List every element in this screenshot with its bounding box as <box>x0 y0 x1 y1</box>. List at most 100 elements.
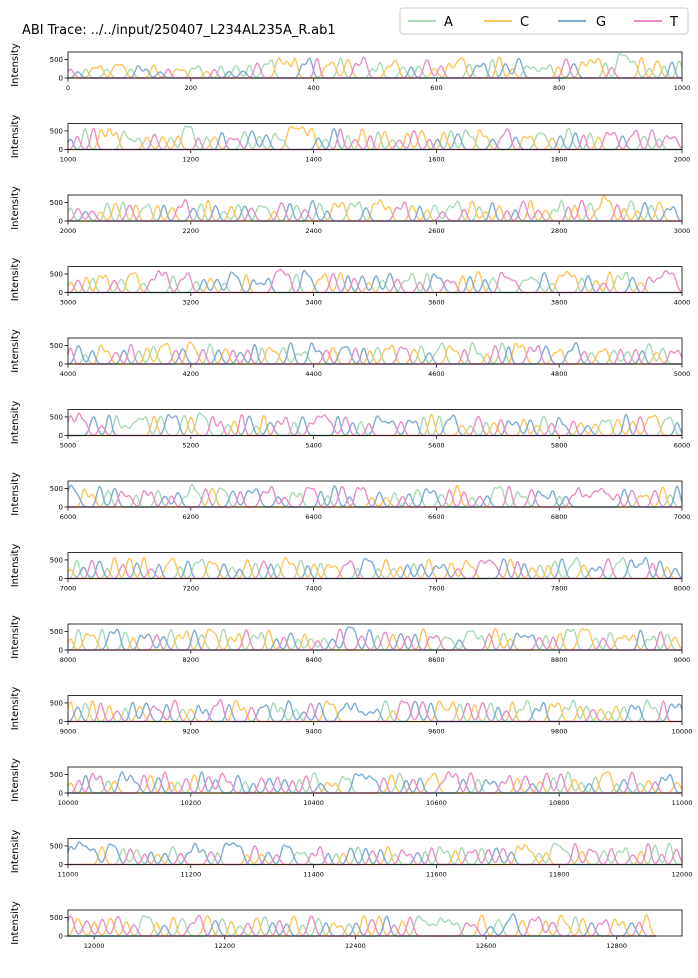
x-tick-label: 11800 <box>549 871 570 879</box>
y-tick-label: 500 <box>50 342 63 350</box>
x-tick-label: 3800 <box>551 299 568 307</box>
x-tick-label: 4400 <box>305 370 322 378</box>
legend-entry-t: T <box>634 15 678 30</box>
figure-title: ABI Trace: ../../input/250407_L234AL235A… <box>22 23 336 38</box>
y-tick-label: 0 <box>59 718 63 726</box>
x-tick-label: 1000 <box>60 156 77 164</box>
trace-panel: Intensity 0 500 2000 2200 2400 2600 2800 3000 <box>10 186 690 235</box>
x-tick-label: 0 <box>66 84 70 92</box>
x-tick-label: 600 <box>430 84 442 92</box>
legend-entry-g: G <box>558 15 606 30</box>
y-tick-label: 0 <box>59 218 63 226</box>
trace-panel: Intensity 0 500 9000 9200 9400 9600 9800 10000 <box>10 687 692 736</box>
trace-panel: Intensity 0 500 4000 4200 4400 4600 4800 5000 <box>10 329 690 378</box>
axes-frame <box>67 695 683 722</box>
trace-line-c <box>68 195 682 222</box>
x-tick-label: 1000 <box>674 84 691 92</box>
axes-frame <box>67 623 683 651</box>
axes-frame <box>67 51 683 79</box>
x-tick-label: 4000 <box>674 299 691 307</box>
y-axis-label: Intensity <box>10 687 21 731</box>
x-tick-label: 12400 <box>345 942 366 950</box>
x-tick-label: 7200 <box>183 585 200 593</box>
x-tick-label: 3000 <box>674 227 691 235</box>
axes-frame <box>67 909 683 937</box>
trace-line-c <box>67 270 682 294</box>
legend: A C G T <box>399 7 689 35</box>
x-tick-label: 1200 <box>183 156 200 164</box>
x-tick-label: 7600 <box>428 585 445 593</box>
y-axis-label: Intensity <box>10 758 21 802</box>
x-tick-label: 2800 <box>551 227 568 235</box>
x-tick-label: 2200 <box>183 227 200 235</box>
x-tick-label: 4800 <box>551 370 568 378</box>
y-tick-label: 500 <box>50 199 63 207</box>
axes-frame <box>67 552 683 579</box>
legend-frame <box>399 7 689 35</box>
x-tick-label: 3600 <box>428 299 445 307</box>
x-tick-label: 1400 <box>305 156 322 164</box>
x-tick-label: 4200 <box>183 370 200 378</box>
trace-panel: Intensity 0 500 11000 11200 11400 11600 11800 12… <box>10 830 692 879</box>
x-tick-label: 8800 <box>551 656 568 664</box>
x-tick-label: 8000 <box>60 656 77 664</box>
y-axis-label: Intensity <box>10 115 21 159</box>
x-tick-label: 1800 <box>551 156 568 164</box>
legend-label-a: A <box>444 15 453 30</box>
trace-line-a <box>68 771 682 794</box>
x-tick-label: 7000 <box>674 513 691 521</box>
y-axis-label: Intensity <box>10 258 21 302</box>
y-tick-label: 0 <box>59 575 63 583</box>
x-tick-label: 12600 <box>476 942 497 950</box>
axes-frame <box>67 337 683 365</box>
y-tick-label: 0 <box>59 790 63 798</box>
y-axis-label: Intensity <box>10 472 21 516</box>
x-tick-label: 3200 <box>183 299 200 307</box>
x-tick-label: 11200 <box>180 871 201 879</box>
y-tick-label: 500 <box>50 270 63 278</box>
trace-line-c <box>68 56 682 79</box>
trace-line-a <box>68 271 682 294</box>
x-tick-label: 9600 <box>428 728 445 736</box>
x-tick-label: 10200 <box>180 799 201 807</box>
x-tick-label: 6400 <box>305 513 322 521</box>
x-tick-label: 12800 <box>606 942 627 950</box>
trace-panel: Intensity 0 500 3000 3200 3400 3600 3800 4000 <box>10 258 690 307</box>
y-axis-label: Intensity <box>10 615 21 659</box>
trace-panel: Intensity 0 500 0 200 400 600 800 1000 <box>10 43 690 92</box>
x-tick-label: 3000 <box>60 299 77 307</box>
x-tick-label: 7000 <box>60 585 77 593</box>
trace-panel: Intensity 0 500 6000 6200 6400 6600 6800 7000 <box>10 472 690 521</box>
trace-line-t <box>67 268 683 294</box>
axes-frame <box>67 194 683 222</box>
x-tick-label: 10800 <box>549 799 570 807</box>
x-tick-label: 2400 <box>305 227 322 235</box>
x-tick-label: 12000 <box>672 871 693 879</box>
y-tick-label: 0 <box>59 432 63 440</box>
x-tick-label: 5000 <box>674 370 691 378</box>
x-tick-label: 8000 <box>674 585 691 593</box>
x-tick-label: 10000 <box>672 728 693 736</box>
trace-panel: Intensity 0 500 10000 10200 10400 10600 10800 11… <box>10 758 692 807</box>
axes-frame <box>67 266 683 293</box>
x-tick-label: 2000 <box>674 156 691 164</box>
legend-label-g: G <box>596 15 606 30</box>
x-tick-label: 6000 <box>674 442 691 450</box>
y-tick-label: 500 <box>50 771 63 779</box>
y-tick-label: 0 <box>59 146 63 154</box>
y-tick-label: 500 <box>50 413 63 421</box>
x-tick-label: 5200 <box>183 442 200 450</box>
x-tick-label: 11000 <box>58 871 79 879</box>
x-tick-label: 1600 <box>428 156 445 164</box>
x-tick-label: 5600 <box>428 442 445 450</box>
legend-label-t: T <box>669 15 678 30</box>
axes-frame <box>67 409 683 436</box>
y-tick-label: 500 <box>50 485 63 493</box>
x-tick-label: 5800 <box>551 442 568 450</box>
trace-line-a <box>68 53 683 79</box>
x-tick-label: 5400 <box>305 442 322 450</box>
x-tick-label: 11000 <box>672 799 693 807</box>
y-tick-label: 500 <box>50 842 63 850</box>
x-tick-label: 6800 <box>551 513 568 521</box>
